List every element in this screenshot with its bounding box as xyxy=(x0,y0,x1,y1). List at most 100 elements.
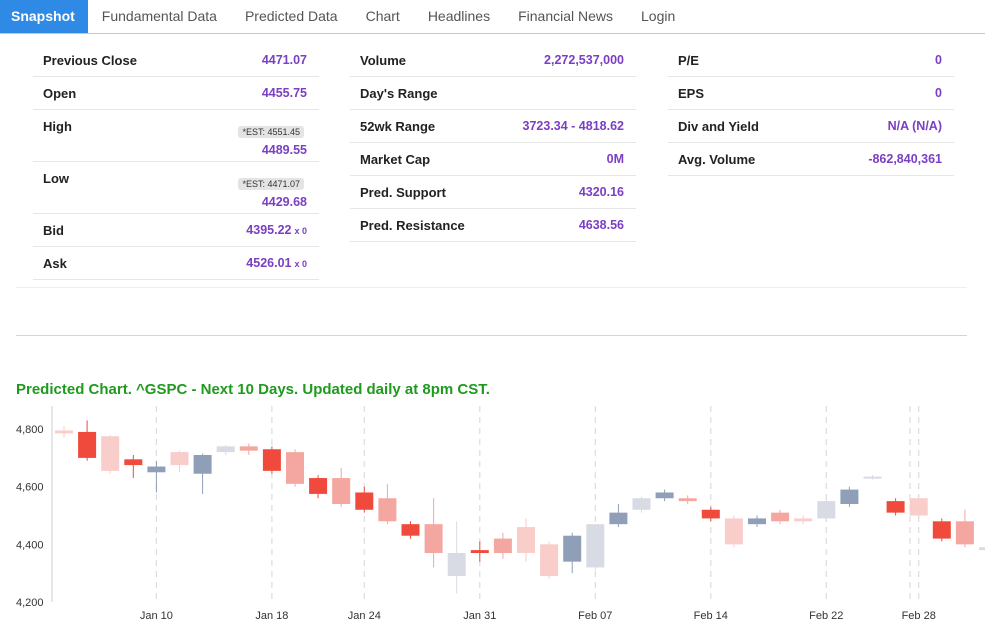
x-tick-label: Jan 24 xyxy=(348,610,381,622)
x-tick-label: Feb 22 xyxy=(809,610,843,622)
label-div-yield: Div and Yield xyxy=(678,119,759,134)
candle-body xyxy=(239,446,258,451)
tab-financial-news[interactable]: Financial News xyxy=(518,8,614,24)
x-tick-label: Jan 18 xyxy=(255,610,288,622)
tab-login[interactable]: Login xyxy=(641,8,676,24)
label-market-cap: Market Cap xyxy=(360,152,431,167)
candle-body xyxy=(863,476,882,479)
value-low: 4429.68 xyxy=(261,195,307,209)
tab-fundamental-data[interactable]: Fundamental Data xyxy=(101,8,217,24)
candle-body xyxy=(101,436,120,471)
label-pe: P/E xyxy=(678,53,699,68)
y-tick-label: 4,400 xyxy=(16,539,44,551)
candle-body xyxy=(909,498,928,516)
label-low: Low xyxy=(43,171,69,186)
candle-body xyxy=(771,512,790,522)
candle-body xyxy=(817,501,836,519)
candle-body xyxy=(424,524,443,553)
tab-predicted-data[interactable]: Predicted Data xyxy=(244,8,338,24)
candle-body xyxy=(632,498,651,510)
est-badge-high: *EST: 4551.45 xyxy=(238,126,304,138)
label-pred-resistance: Pred. Resistance xyxy=(360,218,465,233)
chart-candles xyxy=(55,420,985,594)
value-eps: 0 xyxy=(935,86,942,100)
value-bid: 4395.22 x 0 xyxy=(246,223,307,237)
value-market-cap: 0M xyxy=(606,152,624,166)
row-market-cap: Market Cap 0M xyxy=(350,143,636,176)
est-badge-low: *EST: 4471.07 xyxy=(238,178,304,190)
value-div-yield: N/A (N/A) xyxy=(887,119,942,133)
candle-body xyxy=(724,518,743,545)
value-pe: 0 xyxy=(935,53,942,67)
x-tick-label: Jan 10 xyxy=(140,610,173,622)
candle-body xyxy=(794,518,813,522)
label-ask: Ask xyxy=(43,256,67,271)
x-tick-label: Feb 14 xyxy=(694,610,728,622)
row-52wk-range: 52wk Range 3723.34 - 4818.62 xyxy=(350,110,636,143)
candle-body xyxy=(563,535,582,562)
label-days-range: Day's Range xyxy=(360,86,438,101)
value-52wk-range: 3723.34 - 4818.62 xyxy=(522,119,624,133)
snapshot-col-2: Volume 2,272,537,000 Day's Range 52wk Ra… xyxy=(350,44,636,242)
label-pred-support: Pred. Support xyxy=(360,185,446,200)
candle-body xyxy=(840,489,859,504)
candle-body xyxy=(748,518,766,525)
predicted-candlestick-chart[interactable]: 4,200 4,400 4,600 4,800 Jan 10 Jan 18 Jan 24 Ja… xyxy=(0,400,985,629)
row-days-range: Day's Range xyxy=(350,77,636,110)
row-volume: Volume 2,272,537,000 xyxy=(350,44,636,77)
candle-body xyxy=(355,492,374,510)
candle-body xyxy=(332,478,351,504)
label-previous-close: Previous Close xyxy=(43,53,137,68)
candle-body xyxy=(193,455,212,474)
candle-body xyxy=(262,449,281,471)
label-52wk-range: 52wk Range xyxy=(360,119,436,134)
row-open: Open 4455.75 xyxy=(33,77,319,110)
row-previous-close: Previous Close 4471.07 xyxy=(33,44,319,77)
bid-price: 4395.22 xyxy=(246,223,292,237)
candle-body xyxy=(701,509,720,519)
row-ask: Ask 4526.01 x 0 xyxy=(33,247,319,280)
value-pred-resistance: 4638.56 xyxy=(578,218,624,232)
tab-chart[interactable]: Chart xyxy=(365,8,400,24)
value-high: 4489.55 xyxy=(261,143,307,157)
divider xyxy=(16,287,967,288)
candle-body xyxy=(170,452,189,466)
label-eps: EPS xyxy=(678,86,705,101)
candle-body xyxy=(309,478,328,494)
label-avg-volume: Avg. Volume xyxy=(678,152,756,167)
candle-body xyxy=(493,538,512,553)
candle-body xyxy=(78,431,97,458)
candle-body xyxy=(609,512,628,525)
candle-body xyxy=(540,544,559,577)
candle-body xyxy=(124,459,143,466)
candle-body xyxy=(886,501,905,513)
value-open: 4455.75 xyxy=(261,86,307,100)
row-pred-support: Pred. Support 4320.16 xyxy=(350,176,636,209)
candle-body xyxy=(216,446,235,453)
y-tick-label: 4,800 xyxy=(16,424,44,436)
row-pred-resistance: Pred. Resistance 4638.56 xyxy=(350,209,636,242)
row-div-yield: Div and Yield N/A (N/A) xyxy=(668,110,954,143)
label-high: High xyxy=(43,119,72,134)
candle-body xyxy=(470,550,489,553)
tab-snapshot[interactable]: Snapshot xyxy=(0,0,88,33)
ask-price: 4526.01 xyxy=(246,256,292,270)
snapshot-col-1: Previous Close 4471.07 Open 4455.75 High… xyxy=(33,44,319,280)
candle-body xyxy=(678,498,697,502)
row-high: High *EST: 4551.45 4489.55 xyxy=(33,110,319,162)
tab-headlines[interactable]: Headlines xyxy=(427,8,491,24)
x-tick-label: Feb 07 xyxy=(578,610,612,622)
candle-body xyxy=(147,466,166,473)
candle-body xyxy=(655,492,674,499)
y-tick-label: 4,200 xyxy=(16,597,44,609)
snapshot-col-3: P/E 0 EPS 0 Div and Yield N/A (N/A) Avg.… xyxy=(668,44,954,176)
candle-body xyxy=(447,553,466,577)
value-previous-close: 4471.07 xyxy=(261,53,307,67)
candle-body xyxy=(286,452,304,484)
top-nav: Snapshot Fundamental Data Predicted Data… xyxy=(0,0,985,34)
bid-size: x 0 xyxy=(294,226,307,236)
label-bid: Bid xyxy=(43,223,64,238)
x-tick-label: Jan 31 xyxy=(463,610,496,622)
y-tick-label: 4,600 xyxy=(16,482,44,494)
row-eps: EPS 0 xyxy=(668,77,954,110)
